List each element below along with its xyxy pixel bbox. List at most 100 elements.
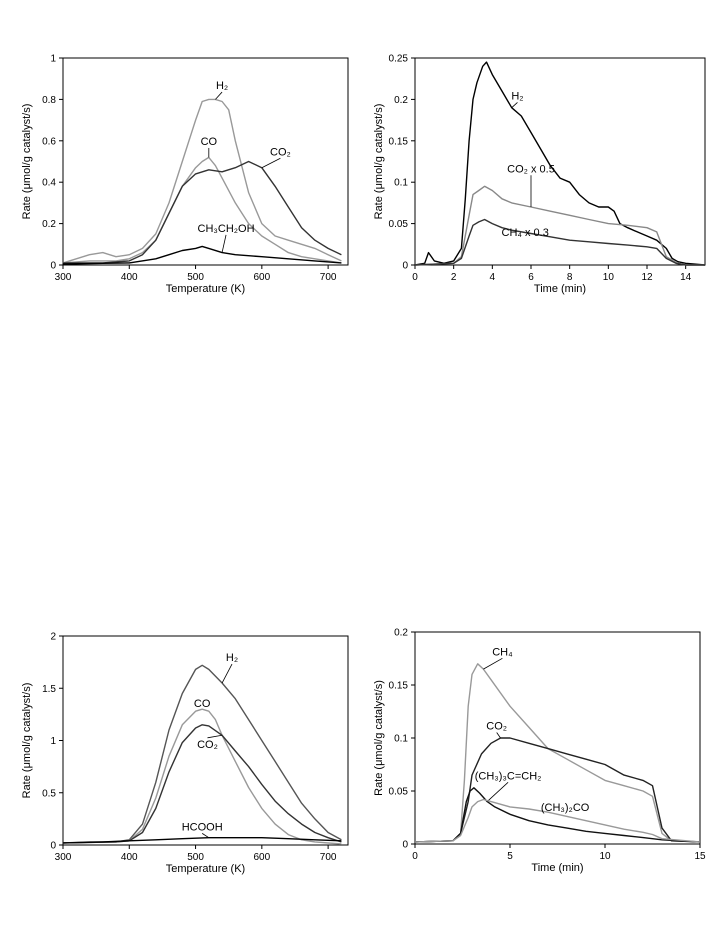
series-line [62,664,342,844]
y-tick-label: 0.25 [389,54,409,65]
x-tick-label: 15 [694,851,706,862]
series-label: CH₄ [492,646,513,658]
series-leader-line [486,782,509,802]
series-line [414,185,705,266]
series-line [62,98,342,264]
y-tick-label: 0.1 [394,178,408,189]
x-tick-label: 300 [55,852,72,863]
series-line [62,708,342,845]
x-tick-label: 500 [187,852,204,863]
y-tick-label: 0.6 [42,136,56,147]
series-label: (CH₃)₂CO [541,802,590,814]
series-label: HCOOH [182,821,223,833]
series-leader-line [511,102,518,108]
x-tick-label: 400 [121,852,138,863]
x-tick-label: 0 [412,851,418,862]
y-axis-label: Rate (μmol/g catalyst/s) [21,683,33,799]
series-leader-line [221,663,233,684]
series-line [414,737,701,843]
x-tick-label: 12 [641,272,653,283]
series-label: CH₄ x 0.3 [502,227,549,239]
series-label: CO₂ x 0.5 [507,163,555,175]
series-label: CO₂ [486,721,507,733]
y-tick-label: 0.2 [394,628,408,639]
y-tick-label: 0 [50,841,56,852]
x-tick-label: 4 [490,272,496,283]
y-tick-label: 1 [50,736,56,747]
y-tick-label: 2 [50,632,56,643]
plot-frame [414,57,706,266]
y-tick-label: 0 [402,261,408,272]
y-tick-label: 0.05 [389,219,409,230]
series-leader-line [215,91,223,100]
y-axis-label: Rate (μmol/g catalyst/s) [373,680,385,796]
x-tick-label: 500 [187,272,204,283]
y-tick-label: 0 [50,261,56,272]
y-tick-label: 0.2 [42,219,56,230]
chart-svg: 300 400 500 600 700 0 0.2 0.4 0.6 0.8 1 Temperature… [21,54,349,295]
series-leader-line [496,732,501,739]
x-tick-label: 300 [55,272,72,283]
x-tick-label: 10 [599,851,611,862]
series-line [414,798,701,843]
series-line [414,663,701,843]
series-label: (CH₃)₃C=CH₂ [475,770,542,782]
x-tick-label: 6 [528,272,534,283]
series-leader-line [207,734,223,739]
y-tick-label: 0.2 [394,95,408,106]
chart-svg: 0 2 4 6 8 10 12 14 0 0.05 0.1 0.15 0.2 0.25 Time (min)… [373,54,706,295]
x-tick-label: 8 [567,272,573,283]
y-tick-label: 0.05 [389,787,409,798]
y-tick-label: 0.4 [42,178,56,189]
y-tick-label: 0.1 [394,734,408,745]
x-tick-label: 0 [412,272,418,283]
series-line [414,61,706,266]
x-tick-label: 700 [320,852,337,863]
series-line [414,787,701,843]
y-tick-label: 1 [50,54,56,65]
x-tick-label: 600 [253,272,270,283]
series-label: CO [194,698,211,710]
series-label: CO₂ [197,739,218,751]
chart-svg: 0 5 10 15 0 0.05 0.1 0.15 0.2 Time (min) Rate (μmo… [373,628,706,875]
plot-frame [62,57,349,266]
y-tick-label: 0.5 [42,788,56,799]
y-axis-label: Rate (μmol/g catalyst/s) [21,104,33,220]
series-line [63,160,342,264]
series-line [62,836,342,844]
series-leader-line [483,657,503,670]
y-tick-label: 1.5 [42,684,56,695]
series-line [62,724,342,844]
x-axis-label: Time (min) [531,862,583,874]
chart-formic-acid-tpd: 300 400 500 600 700 0 0.5 1 1.5 2 Temperature (K) R… [18,626,358,878]
x-tick-label: 700 [320,272,337,283]
x-tick-label: 14 [680,272,692,283]
chart-ethanol-time: 0 2 4 6 8 10 12 14 0 0.05 0.1 0.15 0.2 0.25 Time (min)… [370,48,710,310]
series-leader-line [201,833,210,839]
x-tick-label: 10 [603,272,615,283]
series-label: H₂ [216,80,228,92]
x-axis-label: Temperature (K) [166,283,245,295]
x-tick-label: 2 [451,272,457,283]
series-label: H₂ [511,90,523,102]
x-tick-label: 400 [121,272,138,283]
series-label: H₂ [226,652,238,664]
series-label: CO [201,136,218,148]
series-label: CO₂ [270,146,291,158]
y-tick-label: 0.15 [389,136,409,147]
x-axis-label: Time (min) [534,283,586,295]
chart-svg: 300 400 500 600 700 0 0.5 1 1.5 2 Temperature (K) R… [21,632,349,875]
series-label: CH₃CH₂OH [198,223,255,235]
x-tick-label: 5 [507,851,513,862]
y-tick-label: 0.15 [389,681,409,692]
y-axis-label: Rate (μmol/g catalyst/s) [373,104,385,220]
x-axis-label: Temperature (K) [166,863,245,875]
series-leader-line [261,157,281,169]
series-line [62,156,342,264]
chart-isobutene-time: 0 5 10 15 0 0.05 0.1 0.15 0.2 Time (min) Rate (μmo… [370,622,715,875]
y-tick-label: 0.8 [42,95,56,106]
x-tick-label: 600 [253,852,270,863]
chart-ethanol-tpd: 300 400 500 600 700 0 0.2 0.4 0.6 0.8 1 Temperature… [18,48,358,310]
series-line [62,245,342,265]
series-line [414,218,705,266]
